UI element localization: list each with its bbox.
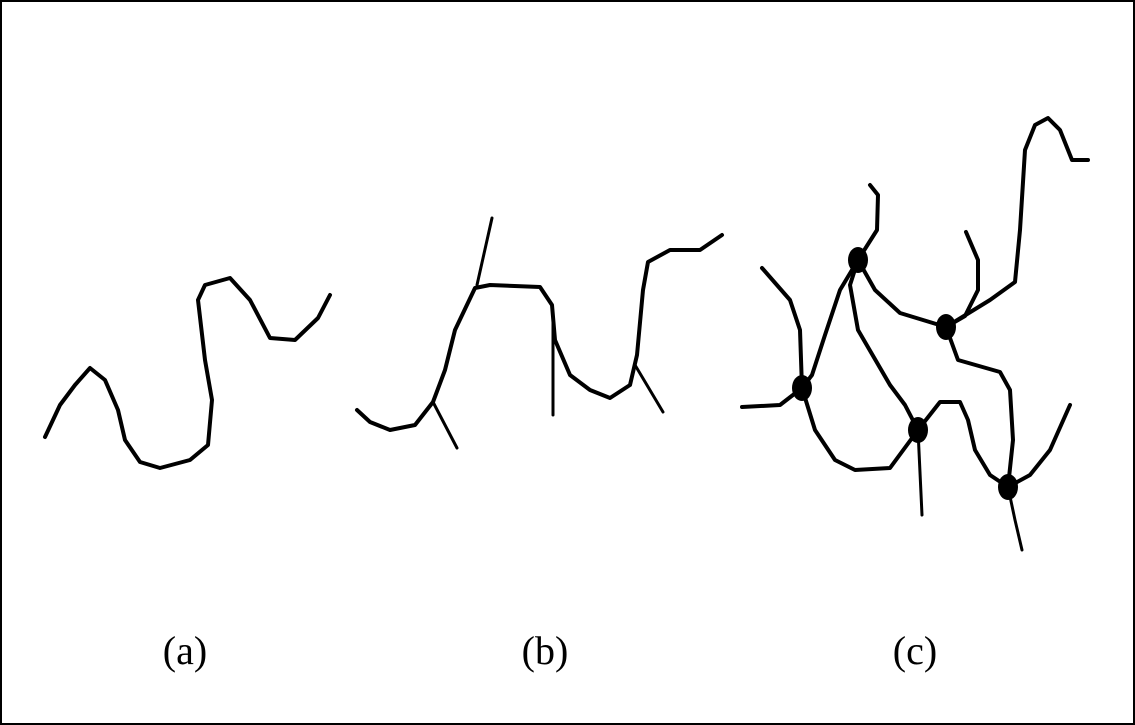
linear-polymer	[43, 276, 332, 470]
chain	[760, 266, 804, 390]
crosslink	[998, 474, 1018, 500]
branch	[431, 400, 459, 450]
panel-label: (a)	[163, 628, 207, 673]
chain	[856, 258, 948, 329]
crosslink	[908, 417, 928, 443]
chain	[916, 400, 1010, 489]
chain	[800, 386, 920, 472]
chain	[43, 276, 332, 470]
chain	[856, 183, 880, 262]
panel-label: (c)	[893, 628, 937, 673]
chain	[944, 116, 1090, 329]
branch	[475, 216, 494, 287]
crosslink	[848, 247, 868, 273]
panel-label: (b)	[522, 628, 569, 673]
chain	[848, 258, 920, 432]
chain	[1006, 403, 1072, 489]
chain	[944, 325, 1015, 489]
branch	[633, 363, 665, 414]
crosslink	[936, 314, 956, 340]
chain	[916, 428, 924, 517]
branched-polymer	[355, 216, 724, 450]
crosslink	[792, 375, 812, 401]
crosslinked-polymer	[740, 116, 1090, 552]
